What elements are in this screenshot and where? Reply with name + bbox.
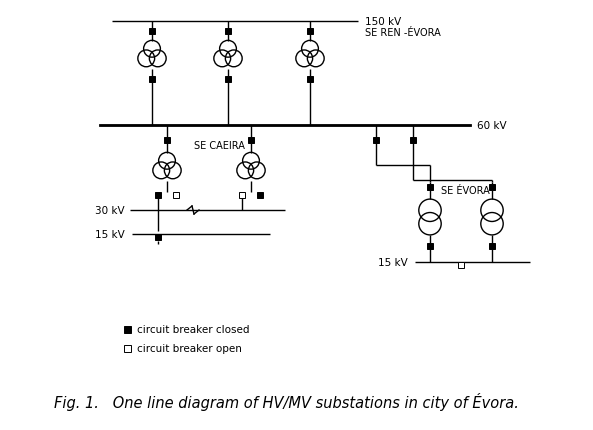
Bar: [427, 184, 433, 190]
Bar: [307, 77, 313, 83]
Bar: [257, 193, 263, 199]
Bar: [225, 77, 231, 83]
Text: 150 kV: 150 kV: [365, 17, 401, 27]
Bar: [149, 29, 155, 35]
Text: SE REN -ÉVORA: SE REN -ÉVORA: [365, 28, 441, 38]
Bar: [149, 77, 155, 83]
Text: 15 kV: 15 kV: [378, 258, 408, 267]
Bar: [239, 193, 245, 199]
Bar: [155, 234, 161, 240]
Bar: [489, 243, 495, 249]
Bar: [427, 243, 433, 249]
Bar: [225, 29, 231, 35]
Text: circuit breaker open: circuit breaker open: [137, 343, 242, 353]
Text: SE ÉVORA: SE ÉVORA: [441, 186, 490, 196]
Bar: [164, 138, 170, 144]
Text: 30 kV: 30 kV: [95, 206, 125, 215]
Bar: [248, 138, 254, 144]
Bar: [123, 345, 130, 352]
Text: circuit breaker closed: circuit breaker closed: [137, 324, 250, 334]
Bar: [373, 138, 379, 144]
Text: Fig. 1.   One line diagram of HV/MV substations in city of Évora.: Fig. 1. One line diagram of HV/MV substa…: [54, 392, 519, 410]
Bar: [489, 184, 495, 190]
Bar: [307, 29, 313, 35]
Text: 15 kV: 15 kV: [95, 230, 125, 240]
Text: SE CAEIRA: SE CAEIRA: [194, 141, 245, 150]
Bar: [410, 138, 416, 144]
Text: 60 kV: 60 kV: [477, 121, 506, 131]
Bar: [173, 193, 179, 199]
Bar: [155, 193, 161, 199]
Bar: [123, 326, 130, 333]
Bar: [458, 262, 464, 268]
